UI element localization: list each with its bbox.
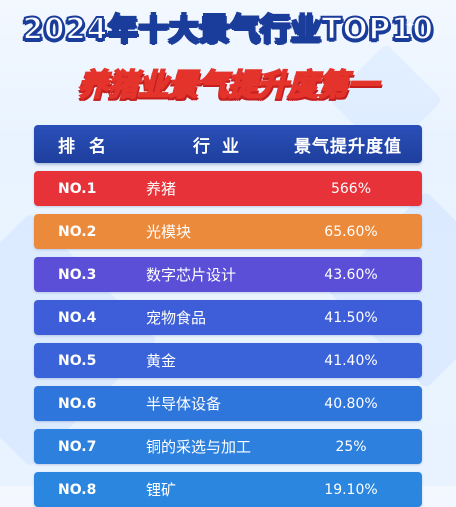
row-rank: NO.7 [58, 438, 97, 455]
title-container: 2024年十大景气行业TOP10 [0, 10, 456, 50]
table-header: 排名 行业 景气提升度值 [34, 125, 422, 163]
table-row: NO.4 宠物食品 41.50% [34, 300, 422, 335]
row-value: 566% [330, 180, 372, 197]
row-rank: NO.8 [58, 481, 97, 498]
row-rank: NO.4 [58, 309, 97, 326]
row-rank: NO.6 [58, 395, 97, 412]
row-industry: 养猪 [146, 180, 177, 198]
table-row: NO.1 养猪 566% [34, 171, 422, 206]
row-rank: NO.5 [58, 352, 97, 369]
row-industry: 半导体设备 [146, 395, 222, 413]
table-row: NO.8 锂矿 19.10% [34, 472, 422, 507]
row-value: 40.80% [324, 395, 378, 412]
table-row: NO.2 光模块 65.60% [34, 214, 422, 249]
table-row: NO.3 数字芯片设计 43.60% [34, 257, 422, 292]
page-title: 2024年十大景气行业TOP10 [21, 11, 434, 48]
subtitle-container: 养猪业景气提升度第一 [0, 64, 456, 108]
ranking-table: 排名 行业 景气提升度值 NO.1 养猪 566% NO.2 光模块 65.60… [34, 125, 422, 507]
row-value: 65.60% [324, 223, 378, 240]
table-row: NO.7 铜的采选与加工 25% [34, 429, 422, 464]
page-subtitle: 养猪业景气提升度第一 [77, 67, 379, 104]
row-industry: 宠物食品 [146, 309, 207, 327]
row-industry: 铜的采选与加工 [146, 438, 252, 456]
row-rank: NO.3 [58, 266, 97, 283]
table-row: NO.5 黄金 41.40% [34, 343, 422, 378]
row-industry: 数字芯片设计 [146, 266, 237, 284]
row-value: 41.50% [324, 309, 378, 326]
row-value: 43.60% [324, 266, 378, 283]
header-rank: 排名 [58, 136, 120, 157]
row-industry: 黄金 [146, 352, 177, 370]
row-rank: NO.1 [58, 180, 97, 197]
header-value: 景气提升度值 [294, 136, 402, 157]
row-value: 19.10% [324, 481, 378, 498]
row-industry: 锂矿 [146, 481, 177, 499]
sparkle-icon: ✦ [405, 18, 416, 32]
row-industry: 光模块 [146, 223, 192, 241]
header-industry: 行业 [193, 136, 251, 157]
row-value: 25% [335, 438, 367, 455]
row-rank: NO.2 [58, 223, 97, 240]
table-row: NO.6 半导体设备 40.80% [34, 386, 422, 421]
row-value: 41.40% [324, 352, 378, 369]
